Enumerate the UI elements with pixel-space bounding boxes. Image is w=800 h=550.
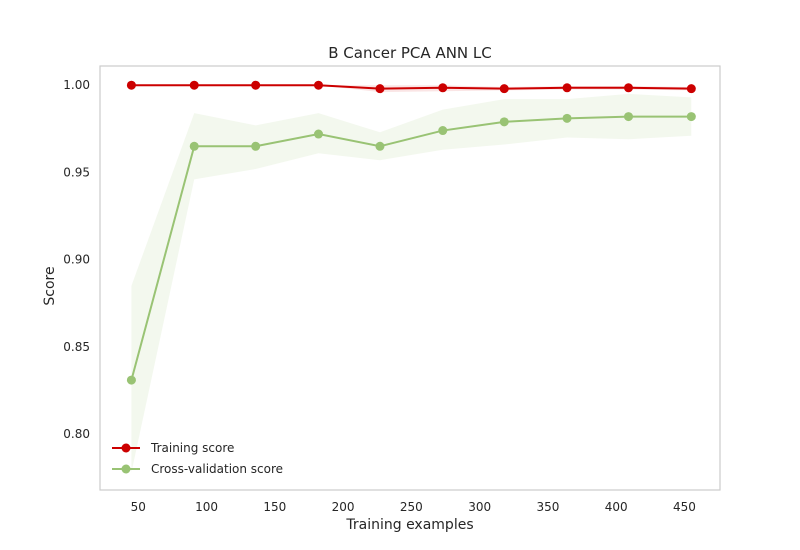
x-tick-label: 50 [131,500,146,514]
point-series-0-8 [624,83,634,93]
score-lines [130,84,692,381]
y-axis-title: Score [42,266,58,305]
band-series-1 [131,93,692,473]
y-tick-label: 0.80 [63,427,90,441]
point-series-1-1 [189,141,199,151]
legend-marker-0 [121,443,131,453]
x-tick-label: 150 [263,500,286,514]
plot-area [99,65,721,491]
point-series-0-4 [375,84,385,94]
point-series-0-6 [499,84,509,94]
point-series-1-5 [438,126,448,136]
point-series-0-3 [314,80,324,90]
legend-marker-1 [121,464,131,474]
x-tick-label: 400 [605,500,628,514]
legend: Training score Cross-validation score [112,441,283,476]
point-series-1-6 [499,117,509,127]
point-series-0-2 [251,80,261,90]
x-tick-label: 250 [400,500,423,514]
line-series-1 [130,115,692,381]
point-series-1-7 [562,113,572,123]
line-series-0 [131,84,692,90]
point-series-1-8 [624,112,634,122]
x-axis-title: Training examples [345,517,473,533]
score-points [126,80,696,385]
y-tick-labels: 0.80 0.85 0.90 0.95 1.00 [63,78,90,441]
y-tick-label: 0.90 [63,253,90,267]
point-series-1-3 [314,129,324,139]
point-series-1-4 [375,141,385,151]
x-tick-label: 100 [195,500,218,514]
point-series-0-9 [686,84,696,94]
y-tick-label: 1.00 [63,78,90,92]
x-tick-label: 200 [332,500,355,514]
point-series-0-5 [438,83,448,93]
x-tick-label: 350 [536,500,559,514]
point-series-1-0 [126,375,136,385]
point-series-0-7 [562,83,572,93]
legend-label-0: Training score [150,441,234,455]
y-tick-label: 0.85 [63,340,90,354]
point-series-0-0 [126,80,136,90]
legend-label-1: Cross-validation score [151,462,283,476]
y-tick-label: 0.95 [63,165,90,179]
point-series-1-9 [686,112,696,122]
point-series-0-1 [189,80,199,90]
x-tick-label: 300 [468,500,491,514]
chart-title: B Cancer PCA ANN LC [328,44,492,62]
x-tick-label: 450 [673,500,696,514]
x-tick-labels: 50 100 150 200 250 300 350 400 450 [131,500,696,514]
point-series-1-2 [251,141,261,151]
